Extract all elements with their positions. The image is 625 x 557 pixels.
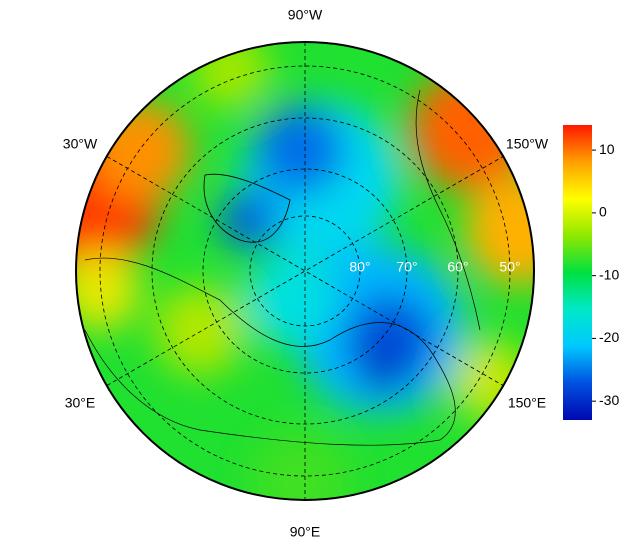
latitude-label: 70° bbox=[396, 259, 417, 275]
latitude-label: 80° bbox=[349, 259, 370, 275]
temperature-field bbox=[76, 42, 534, 500]
latitude-labels: 80° 70° 60° 50° bbox=[349, 259, 520, 275]
latitude-label: 60° bbox=[447, 259, 468, 275]
meridian-label: 90°W bbox=[288, 7, 323, 23]
meridian-label: 150°W bbox=[506, 136, 549, 152]
meridian-label: 30°W bbox=[63, 136, 98, 152]
graticule bbox=[99, 42, 511, 500]
meridian-label: 90°E bbox=[290, 524, 321, 540]
meridian-label: 150°E bbox=[508, 395, 546, 411]
colorbar-tick-label: 10 bbox=[599, 141, 615, 157]
colorbar-tick-label: -10 bbox=[599, 266, 619, 282]
colorbar-tick-label: -30 bbox=[599, 392, 619, 408]
colorbar-tick-label: -20 bbox=[599, 329, 619, 345]
meridian-label: 30°E bbox=[65, 395, 96, 411]
latitude-label: 50° bbox=[499, 259, 520, 275]
map-border bbox=[75, 41, 535, 501]
colorbar-tick-label: 0 bbox=[599, 204, 607, 220]
colorbar bbox=[563, 125, 592, 420]
